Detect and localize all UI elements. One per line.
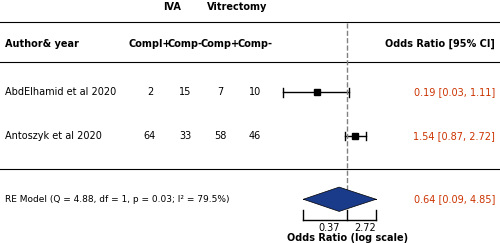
Text: 0.37: 0.37 (318, 223, 340, 233)
Text: Comp-: Comp- (168, 39, 202, 49)
Text: Author& year: Author& year (5, 39, 79, 49)
Text: AbdElhamid et al 2020: AbdElhamid et al 2020 (5, 87, 116, 97)
Text: RE Model (Q = 4.88, df = 1, p = 0.03; I² = 79.5%): RE Model (Q = 4.88, df = 1, p = 0.03; I²… (5, 195, 230, 204)
Text: 0.19 [0.03, 1.11]: 0.19 [0.03, 1.11] (414, 87, 495, 97)
Text: Antoszyk et al 2020: Antoszyk et al 2020 (5, 131, 102, 141)
Text: Odds Ratio (log scale): Odds Ratio (log scale) (287, 233, 408, 243)
Text: 7: 7 (217, 87, 223, 97)
Text: 64: 64 (144, 131, 156, 141)
Text: Comp+: Comp+ (200, 39, 239, 49)
Text: 1.54 [0.87, 2.72]: 1.54 [0.87, 2.72] (413, 131, 495, 141)
Text: Comp-: Comp- (238, 39, 272, 49)
Polygon shape (304, 187, 376, 211)
Text: 0.64 [0.09, 4.85]: 0.64 [0.09, 4.85] (414, 194, 495, 204)
Text: 15: 15 (179, 87, 191, 97)
Text: 10: 10 (249, 87, 261, 97)
Text: IVA: IVA (164, 2, 182, 12)
Text: Compl+: Compl+ (128, 39, 172, 49)
Text: Odds Ratio [95% CI]: Odds Ratio [95% CI] (385, 39, 495, 49)
Text: 33: 33 (179, 131, 191, 141)
Text: Vitrectomy: Vitrectomy (208, 2, 268, 12)
Text: 58: 58 (214, 131, 226, 141)
Text: 2.72: 2.72 (354, 223, 376, 233)
Text: 46: 46 (249, 131, 261, 141)
Text: 2: 2 (147, 87, 153, 97)
